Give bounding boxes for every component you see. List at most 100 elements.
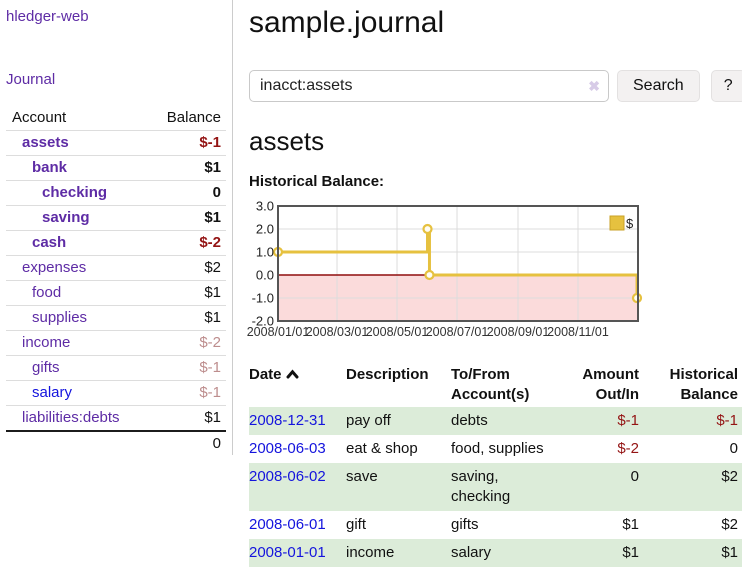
- account-row: assets $-1: [6, 130, 226, 156]
- account-link[interactable]: expenses: [22, 259, 87, 276]
- search-input[interactable]: [249, 70, 609, 102]
- register-header-balance: Historical Balance: [669, 366, 738, 403]
- register-date-link[interactable]: 2008-06-02: [249, 468, 326, 485]
- register-header-amount: Amount Out/In: [582, 366, 639, 403]
- account-balance: 0: [156, 180, 226, 206]
- register-balance: $2: [721, 468, 738, 485]
- register-date-link[interactable]: 2008-12-31: [249, 412, 326, 429]
- register-header-date[interactable]: Date: [249, 363, 346, 407]
- account-balance: $1: [156, 155, 226, 181]
- account-row: salary $-1: [6, 380, 226, 406]
- register-balance: $1: [721, 544, 738, 561]
- register-row: 2008-06-01 gift gifts $1 $2: [249, 511, 742, 539]
- register-row: 2008-06-03 eat & shop food, supplies $-2 0: [249, 435, 742, 463]
- account-row: food $1: [6, 280, 226, 306]
- register-description: eat & shop: [346, 440, 418, 457]
- search-button[interactable]: Search: [617, 70, 700, 102]
- accounts-total-row: 0: [6, 430, 226, 456]
- account-link[interactable]: gifts: [32, 359, 60, 376]
- search-bar: ✖ Search ?: [249, 70, 742, 102]
- chart-label: Historical Balance:: [249, 173, 385, 190]
- account-title: assets: [249, 126, 325, 156]
- register-header-description: Description: [346, 366, 429, 383]
- accounts-header-balance: Balance: [166, 109, 221, 126]
- register-accounts: saving, checking: [451, 468, 511, 505]
- register-date-cell: 2008-01-01: [249, 539, 346, 567]
- accounts-total-value: 0: [156, 430, 226, 456]
- y-tick-label: -2.0: [252, 314, 274, 329]
- account-link[interactable]: saving: [42, 209, 90, 226]
- sort-asc-icon: [286, 365, 299, 385]
- account-balance: $-1: [156, 380, 226, 406]
- register-date-cell: 2008-06-01: [249, 511, 346, 539]
- account-link[interactable]: income: [22, 334, 71, 351]
- main-content: sample.journal ✖ Search ? assets Histori…: [233, 0, 742, 582]
- register-accounts: salary: [451, 544, 492, 561]
- account-link[interactable]: supplies: [32, 309, 88, 326]
- account-link[interactable]: cash: [32, 234, 67, 251]
- y-tick-label: 2.0: [256, 222, 274, 237]
- legend-swatch: [609, 215, 625, 231]
- account-balance: $1: [156, 205, 226, 231]
- register-amount: $1: [622, 544, 639, 561]
- help-button[interactable]: ?: [710, 70, 742, 102]
- register-date-cell: 2008-06-02: [249, 463, 346, 511]
- clear-search-icon[interactable]: ✖: [588, 78, 600, 94]
- data-point: [424, 269, 435, 281]
- accounts-header-row: Account Balance: [6, 106, 226, 131]
- x-tick-label: 2008/03/01: [306, 325, 369, 339]
- register-header-accounts: To/From Account(s): [451, 366, 530, 403]
- account-balance: $1: [156, 305, 226, 331]
- y-tick-label: -1.0: [252, 291, 274, 306]
- account-link[interactable]: assets: [22, 134, 69, 151]
- data-point: [422, 223, 433, 235]
- historical-balance-chart: $3.0 2.0 1.0 0.0 -1.0 -2.02008/01/012008/03/0…: [247, 199, 643, 339]
- account-row: supplies $1: [6, 305, 226, 331]
- accounts-total-spacer: [6, 430, 156, 456]
- legend-label: $: [626, 216, 634, 231]
- account-row: bank $1: [6, 155, 226, 181]
- page-title: sample.journal: [249, 6, 445, 39]
- search-box: ✖: [249, 70, 609, 102]
- register-row: 2008-01-01 income salary $1 $1: [249, 539, 742, 567]
- account-balance: $1: [156, 405, 226, 431]
- account-link[interactable]: bank: [32, 159, 68, 176]
- register-header-row: Date Description To/From Account(s) Amou…: [249, 363, 742, 407]
- sidebar: hledger-web Journal Account Balance asse…: [0, 0, 233, 456]
- register-description: save: [346, 468, 378, 485]
- accounts-header-account: Account: [12, 109, 67, 126]
- register-date-cell: 2008-06-03: [249, 435, 346, 463]
- register-accounts: food, supplies: [451, 440, 544, 457]
- account-link[interactable]: salary: [32, 384, 73, 401]
- register-date-link[interactable]: 2008-01-01: [249, 544, 326, 561]
- register-balance: $2: [721, 516, 738, 533]
- account-balance: $2: [156, 255, 226, 281]
- register-description: income: [346, 544, 395, 561]
- x-tick-label: 2008/11/01: [547, 325, 609, 339]
- register-amount: $-1: [617, 412, 639, 429]
- register-balance: 0: [729, 440, 738, 457]
- y-tick-label: 0.0: [256, 268, 274, 283]
- y-tick-label: 3.0: [256, 199, 274, 214]
- account-link[interactable]: liabilities:debts: [22, 409, 120, 426]
- register-amount: $1: [622, 516, 639, 533]
- x-tick-label: 2008/09/01: [487, 325, 550, 339]
- account-row: income $-2: [6, 330, 226, 356]
- app-title-link[interactable]: hledger-web: [6, 8, 89, 25]
- register-date-link[interactable]: 2008-06-03: [249, 440, 326, 457]
- chart-frame: [277, 205, 639, 322]
- account-row: expenses $2: [6, 255, 226, 281]
- register-description: pay off: [346, 412, 391, 429]
- account-row: checking 0: [6, 180, 226, 206]
- register-row: 2008-06-02 save saving, checking 0 $2: [249, 463, 742, 511]
- account-row: gifts $-1: [6, 355, 226, 381]
- account-link[interactable]: food: [32, 284, 62, 301]
- account-balance: $-2: [156, 230, 226, 256]
- register-balance: $-1: [716, 412, 738, 429]
- sidebar-item-journal[interactable]: Journal: [6, 71, 56, 88]
- account-balance: $-1: [156, 130, 226, 156]
- x-tick-label: 2008/05/01: [366, 325, 429, 339]
- account-link[interactable]: checking: [42, 184, 108, 201]
- register-date-link[interactable]: 2008-06-01: [249, 516, 326, 533]
- register-amount: $-2: [617, 440, 639, 457]
